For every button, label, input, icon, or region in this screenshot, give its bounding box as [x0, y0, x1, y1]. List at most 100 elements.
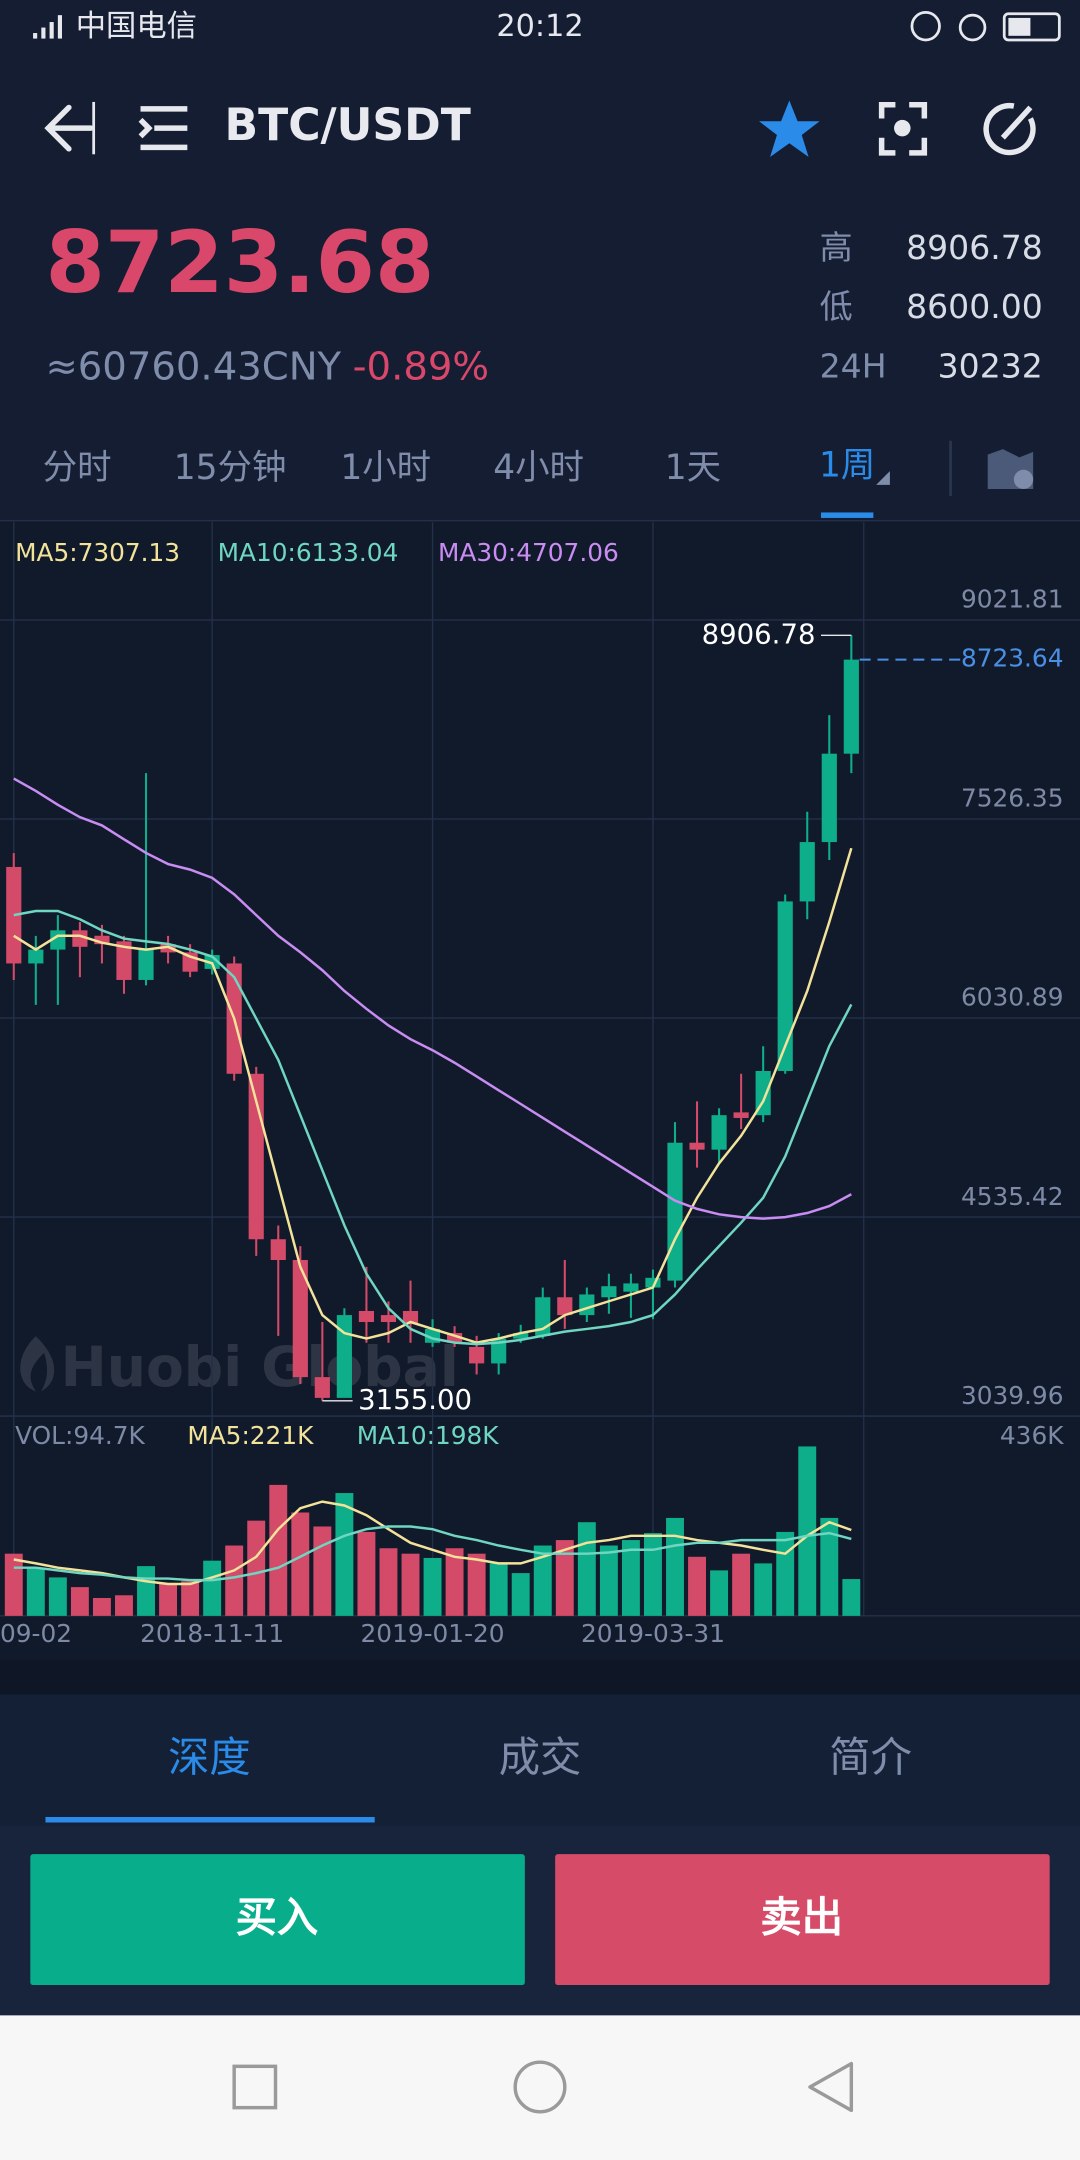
back-button[interactable]: [44, 104, 94, 152]
top-background: [0, 0, 1080, 521]
volume-bar: [621, 1540, 640, 1616]
legend-entry: MA10:6133.04: [218, 538, 399, 567]
volume-bar: [688, 1556, 706, 1616]
tabs-background: [0, 1694, 1080, 1826]
tab[interactable]: 成交: [499, 1734, 582, 1782]
volume-legend: MA5:221K: [187, 1421, 314, 1450]
gear-icon: [1013, 469, 1034, 490]
share-arrow: [1000, 105, 1033, 140]
volume-bar: [269, 1484, 288, 1616]
volume-bar: [467, 1553, 486, 1616]
period-tab[interactable]: 15分钟: [174, 448, 287, 488]
candle-body: [28, 949, 44, 964]
volume-legend: MA10:198K: [357, 1421, 500, 1450]
volume-bar: [533, 1545, 552, 1616]
candle-body: [469, 1346, 485, 1364]
home-button[interactable]: [513, 2060, 567, 2114]
volume-bar: [313, 1526, 332, 1616]
low-label: 低: [820, 287, 853, 326]
scan-button[interactable]: [878, 101, 928, 156]
kline-chart: Huobi Global 3039.96 4535.42 6030.89 7526.35…: [0, 522, 1080, 1648]
recents-button[interactable]: [232, 2064, 278, 2110]
last-price-label: 8723.64: [961, 644, 1063, 673]
pair-title: BTC/USDT: [225, 100, 471, 151]
candle-body: [843, 659, 859, 754]
ma-line: [13, 847, 853, 1344]
volume-bar: [181, 1581, 200, 1616]
candle-body: [645, 1277, 661, 1288]
candle-body: [380, 1315, 397, 1323]
volume-bar: [115, 1595, 133, 1616]
low-annotation: 3155.00: [358, 1384, 472, 1416]
favorite-button[interactable]: [759, 100, 820, 158]
x-tick-label: 2018-11-11: [140, 1619, 284, 1648]
volume-bar: [776, 1531, 795, 1616]
candle-body: [447, 1333, 463, 1343]
volume-bar: [4, 1553, 23, 1616]
period-tab-active[interactable]: 1周: [819, 445, 875, 485]
volume-bar: [555, 1540, 574, 1616]
volume-bar: [732, 1553, 751, 1616]
volume-bar: [70, 1587, 89, 1616]
legend-entry: MA5:7307.13: [15, 538, 180, 567]
battery-level: [1008, 17, 1031, 36]
period-tab[interactable]: 1天: [665, 448, 721, 488]
tab[interactable]: 简介: [829, 1734, 912, 1782]
buy-label: 买入: [236, 1893, 319, 1941]
volume-bar: [754, 1563, 773, 1616]
candle-body: [491, 1338, 507, 1364]
share-button[interactable]: [983, 102, 1036, 156]
period-tab[interactable]: 4小时: [493, 448, 584, 488]
menu-button[interactable]: [138, 106, 188, 151]
clock: 20:12: [496, 9, 583, 44]
candle-body: [711, 1115, 727, 1150]
signal-icon: [33, 15, 62, 39]
back-nav-button[interactable]: [808, 2061, 854, 2113]
buy-button[interactable]: [30, 1854, 525, 1986]
volume-bar: [291, 1512, 310, 1616]
candle-body: [667, 1142, 683, 1281]
tab-underline: [45, 1816, 375, 1823]
volume-bar: [511, 1573, 530, 1616]
period-tab[interactable]: 1小时: [340, 448, 431, 488]
candle-body: [138, 949, 154, 980]
volume-bar: [335, 1493, 354, 1616]
y-tick-label: 3039.96: [961, 1381, 1063, 1410]
high-value: 8906.78: [906, 228, 1043, 267]
carrier: 中国电信: [76, 9, 197, 44]
scan-dot: [894, 119, 911, 137]
y-tick-label: 6030.89: [961, 983, 1063, 1012]
candle-body: [270, 1239, 286, 1260]
candle-body: [336, 1315, 352, 1398]
low-value: 8600.00: [906, 287, 1043, 326]
volume-bar: [225, 1545, 244, 1616]
legend-entry: MA30:4707.06: [438, 538, 619, 567]
volume-bar: [842, 1579, 861, 1616]
volume-bar: [798, 1446, 817, 1616]
candle-body: [821, 753, 837, 843]
volume-value: 30232: [938, 346, 1043, 385]
candle-body: [601, 1286, 617, 1298]
candle-body: [689, 1142, 705, 1150]
watermark: Huobi Global: [61, 1335, 459, 1399]
volume-bar: [710, 1570, 729, 1616]
period-tab[interactable]: 分时: [43, 448, 112, 488]
high-annotation: 8906.78: [702, 618, 816, 650]
candle-body: [160, 944, 176, 953]
candle-body: [799, 842, 815, 902]
ma-line: [13, 909, 853, 1346]
candle-body: [733, 1112, 749, 1118]
candle-body: [755, 1070, 771, 1116]
y-tick-label: 7526.35: [961, 784, 1063, 813]
nav-bar: [0, 2015, 1080, 2160]
sell-button[interactable]: [555, 1854, 1050, 1986]
volume-bar: [247, 1520, 266, 1616]
candle-body: [94, 935, 110, 945]
volume-bar: [379, 1548, 398, 1616]
volume-bar: [820, 1517, 839, 1616]
tab-active[interactable]: 深度: [168, 1734, 251, 1782]
candle-body: [292, 1259, 308, 1378]
gap-band: [0, 1659, 1080, 1695]
